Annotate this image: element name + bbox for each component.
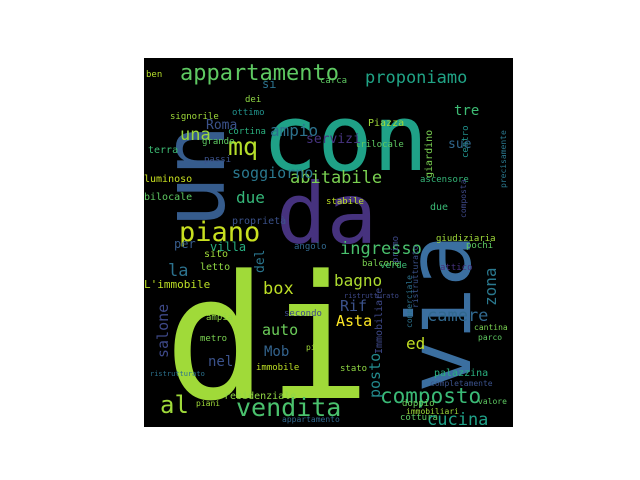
word: stabile: [326, 197, 364, 207]
word: bagno: [334, 271, 382, 290]
word: zona: [481, 267, 500, 306]
word: box: [263, 279, 294, 299]
word: ascensore: [420, 175, 469, 185]
word: composta: [459, 179, 468, 218]
word: mq: [228, 132, 258, 161]
word: ristrutturato: [344, 292, 399, 300]
word: si: [262, 77, 276, 91]
word: piu: [306, 343, 321, 352]
word: stato: [340, 364, 367, 374]
word: due: [430, 202, 448, 213]
word: trilocale: [355, 140, 404, 150]
word: cortina: [228, 127, 266, 137]
word: servizi: [306, 132, 361, 147]
word: ben: [146, 70, 162, 80]
word: giardino: [424, 130, 435, 178]
word: Piazza: [368, 118, 404, 129]
word: proprietà: [232, 215, 286, 227]
word: letto: [200, 262, 230, 273]
word: ristrutturato: [150, 370, 205, 378]
word: metro: [200, 334, 227, 344]
word: sito: [204, 249, 228, 260]
word: centro: [461, 125, 471, 158]
word: Immobiliare: [374, 288, 385, 354]
word: terra: [148, 145, 178, 156]
word: dei: [245, 95, 261, 105]
word: appartamento: [180, 61, 339, 86]
word: ristrutturato: [411, 245, 420, 308]
word: balcone: [362, 259, 400, 269]
word: luminoso: [144, 174, 192, 185]
word: ampia: [206, 313, 233, 323]
word: completamente: [430, 379, 493, 388]
word: proponiamo: [365, 68, 467, 88]
word: signorile: [170, 112, 219, 122]
word: piani: [196, 399, 220, 408]
word: due: [236, 188, 265, 207]
word: piano: [179, 217, 260, 248]
word: L'immobile: [144, 278, 210, 291]
word: posto: [366, 353, 384, 398]
word: angolo: [294, 242, 327, 252]
word: camere: [427, 306, 488, 326]
word: la: [168, 261, 188, 281]
word: nel: [208, 354, 233, 370]
word: bilocale: [144, 192, 192, 203]
word: sue: [448, 137, 472, 152]
word: salone: [154, 304, 172, 358]
word: con: [262, 85, 428, 192]
word: cottura: [400, 413, 438, 423]
word: primo: [391, 236, 401, 263]
word: tre: [454, 103, 479, 119]
word: commerciale: [405, 275, 414, 328]
word: appartamento: [282, 415, 340, 424]
word: carca: [320, 76, 347, 86]
word: verde: [380, 261, 407, 271]
word: Rif: [340, 297, 367, 315]
word: grande: [202, 137, 235, 147]
word: palazzina: [434, 368, 488, 379]
word: per: [174, 237, 196, 251]
word: ingresso: [340, 239, 422, 259]
word: precisamente: [499, 130, 508, 188]
word: vendita: [236, 393, 341, 422]
word: un: [145, 124, 245, 228]
word: pochi: [466, 241, 493, 251]
word: immobiliari: [406, 407, 459, 416]
word: immobile: [256, 363, 299, 373]
word: passi: [204, 155, 231, 165]
word: residenziale: [224, 391, 296, 402]
word: abitabile: [290, 168, 382, 188]
word: cantina: [474, 323, 508, 332]
word: del: [253, 250, 268, 273]
word: doppio: [402, 399, 435, 409]
word: attico: [440, 263, 473, 273]
word: al: [160, 391, 189, 419]
word: composto: [380, 384, 481, 408]
word: giudiziaria: [436, 234, 496, 244]
word-cloud-image: di con da un via piano appartamento vend…: [144, 58, 513, 427]
word: ampio: [270, 121, 318, 140]
word: via: [388, 234, 491, 393]
word: valore: [478, 397, 507, 406]
word: Asta: [336, 312, 372, 330]
word: Roma: [206, 118, 237, 133]
word: ed: [406, 334, 425, 353]
word: secondo: [284, 309, 322, 319]
word: da: [276, 165, 377, 263]
word: una: [180, 125, 211, 145]
word: di: [164, 238, 371, 427]
word: ottimo: [232, 108, 265, 118]
word: cucina: [427, 410, 488, 427]
word: auto: [262, 321, 298, 339]
word-cloud-svg: di con da un via piano appartamento vend…: [144, 61, 508, 427]
word: Mob: [264, 344, 289, 360]
word: villa: [210, 240, 246, 254]
word: parco: [478, 333, 502, 342]
word: soggiorno: [232, 164, 313, 182]
